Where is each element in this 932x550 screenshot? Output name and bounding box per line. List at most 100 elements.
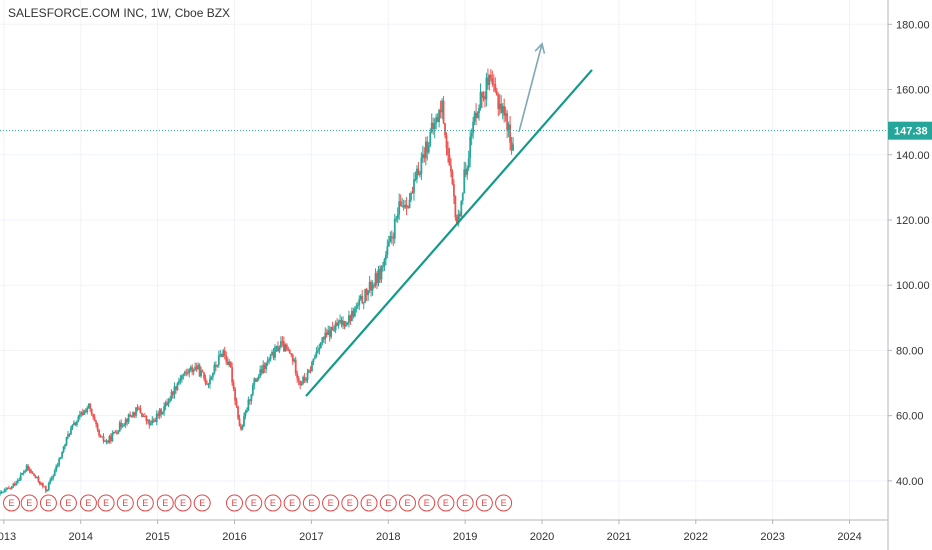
earnings-marker[interactable]: [3, 494, 21, 512]
candle-body: [318, 348, 321, 351]
candle-body: [241, 426, 244, 430]
earnings-marker[interactable]: [379, 494, 397, 512]
candle-body: [408, 199, 411, 208]
earnings-marker[interactable]: [283, 494, 301, 512]
candle-body: [214, 364, 217, 367]
candle-body: [99, 435, 102, 437]
earnings-marker[interactable]: [398, 494, 416, 512]
earnings-marker-label: E: [26, 498, 32, 508]
candle-body: [180, 375, 183, 380]
earnings-marker[interactable]: [341, 494, 359, 512]
earnings-marker[interactable]: [156, 494, 174, 512]
earnings-marker[interactable]: [136, 494, 154, 512]
candle-body: [139, 408, 142, 413]
candlestick-series: [0, 68, 514, 497]
earnings-marker[interactable]: [79, 494, 97, 512]
earnings-marker[interactable]: [302, 494, 320, 512]
trendline[interactable]: [305, 69, 593, 397]
candle-body: [108, 436, 111, 443]
candle-body: [220, 354, 223, 357]
candle-body: [216, 364, 219, 367]
candle-body: [18, 480, 21, 482]
candle-body: [75, 421, 78, 425]
x-tick-label: 2020: [530, 531, 554, 543]
candle-body: [198, 364, 201, 377]
earnings-marker[interactable]: [39, 494, 57, 512]
candle-body: [370, 282, 373, 291]
candle-body: [219, 354, 222, 356]
earnings-marker[interactable]: [116, 494, 134, 512]
candle-body: [260, 369, 263, 374]
earnings-marker[interactable]: [495, 494, 513, 512]
candle-body: [305, 379, 307, 381]
earnings-marker[interactable]: [193, 494, 211, 512]
candle-body: [19, 474, 22, 481]
candle-body: [441, 100, 443, 113]
candle-body: [127, 414, 130, 423]
candle-body: [27, 465, 29, 469]
candle-body: [350, 310, 353, 322]
candle-body: [70, 427, 72, 435]
candle-body: [355, 306, 358, 309]
candle-body: [248, 399, 251, 402]
candle-body: [133, 412, 136, 416]
candle-body: [9, 488, 12, 490]
earnings-marker[interactable]: [225, 494, 243, 512]
candle-body: [296, 373, 299, 379]
candle-body: [371, 284, 374, 291]
x-tick-label: 2019: [453, 531, 477, 543]
candle-body: [325, 332, 328, 335]
candle-body: [44, 486, 47, 492]
candle-body: [250, 394, 253, 402]
candle-body: [282, 341, 285, 352]
earnings-marker[interactable]: [418, 494, 436, 512]
earnings-marker-label: E: [45, 498, 51, 508]
candle-body: [49, 479, 52, 483]
candle-body: [157, 413, 160, 416]
earnings-marker-label: E: [231, 498, 237, 508]
earnings-marker[interactable]: [59, 494, 77, 512]
candle-body: [80, 412, 83, 415]
candle-body: [358, 299, 361, 305]
candle-body: [83, 410, 86, 415]
candle-body: [0, 491, 3, 493]
candle-body: [290, 353, 293, 355]
candle-body: [337, 322, 340, 326]
candle-body: [109, 436, 112, 442]
candle-body: [450, 165, 452, 172]
earnings-marker-label: E: [103, 498, 109, 508]
earnings-marker[interactable]: [475, 494, 493, 512]
candle-body: [364, 288, 367, 303]
candle-body: [469, 136, 472, 159]
candle-body: [151, 419, 154, 424]
x-tick-label: 2024: [837, 531, 861, 543]
earnings-marker[interactable]: [20, 494, 38, 512]
candle-body: [194, 366, 197, 370]
candle-body: [223, 350, 226, 356]
candle-body: [107, 440, 109, 443]
earnings-marker-label: E: [328, 498, 334, 508]
candle-body: [24, 470, 27, 473]
candle-body: [21, 473, 24, 475]
y-tick-label: 80.00: [896, 345, 924, 357]
earnings-marker[interactable]: [174, 494, 192, 512]
candle-body: [138, 408, 140, 410]
projection-arrow[interactable]: [518, 43, 543, 133]
last-price-badge: [888, 121, 932, 140]
candle-body: [256, 379, 259, 382]
earnings-marker[interactable]: [437, 494, 455, 512]
candle-body: [0, 492, 1, 494]
earnings-marker[interactable]: [360, 494, 378, 512]
candle-body: [377, 269, 380, 284]
earnings-marker[interactable]: [97, 494, 115, 512]
candle-body: [104, 441, 106, 443]
candle-body: [247, 399, 250, 411]
candle-body: [30, 470, 32, 473]
earnings-marker[interactable]: [322, 494, 340, 512]
earnings-marker[interactable]: [264, 494, 282, 512]
candle-body: [306, 372, 309, 380]
earnings-marker[interactable]: [456, 494, 474, 512]
earnings-marker[interactable]: [245, 494, 263, 512]
candle-body: [507, 124, 510, 130]
